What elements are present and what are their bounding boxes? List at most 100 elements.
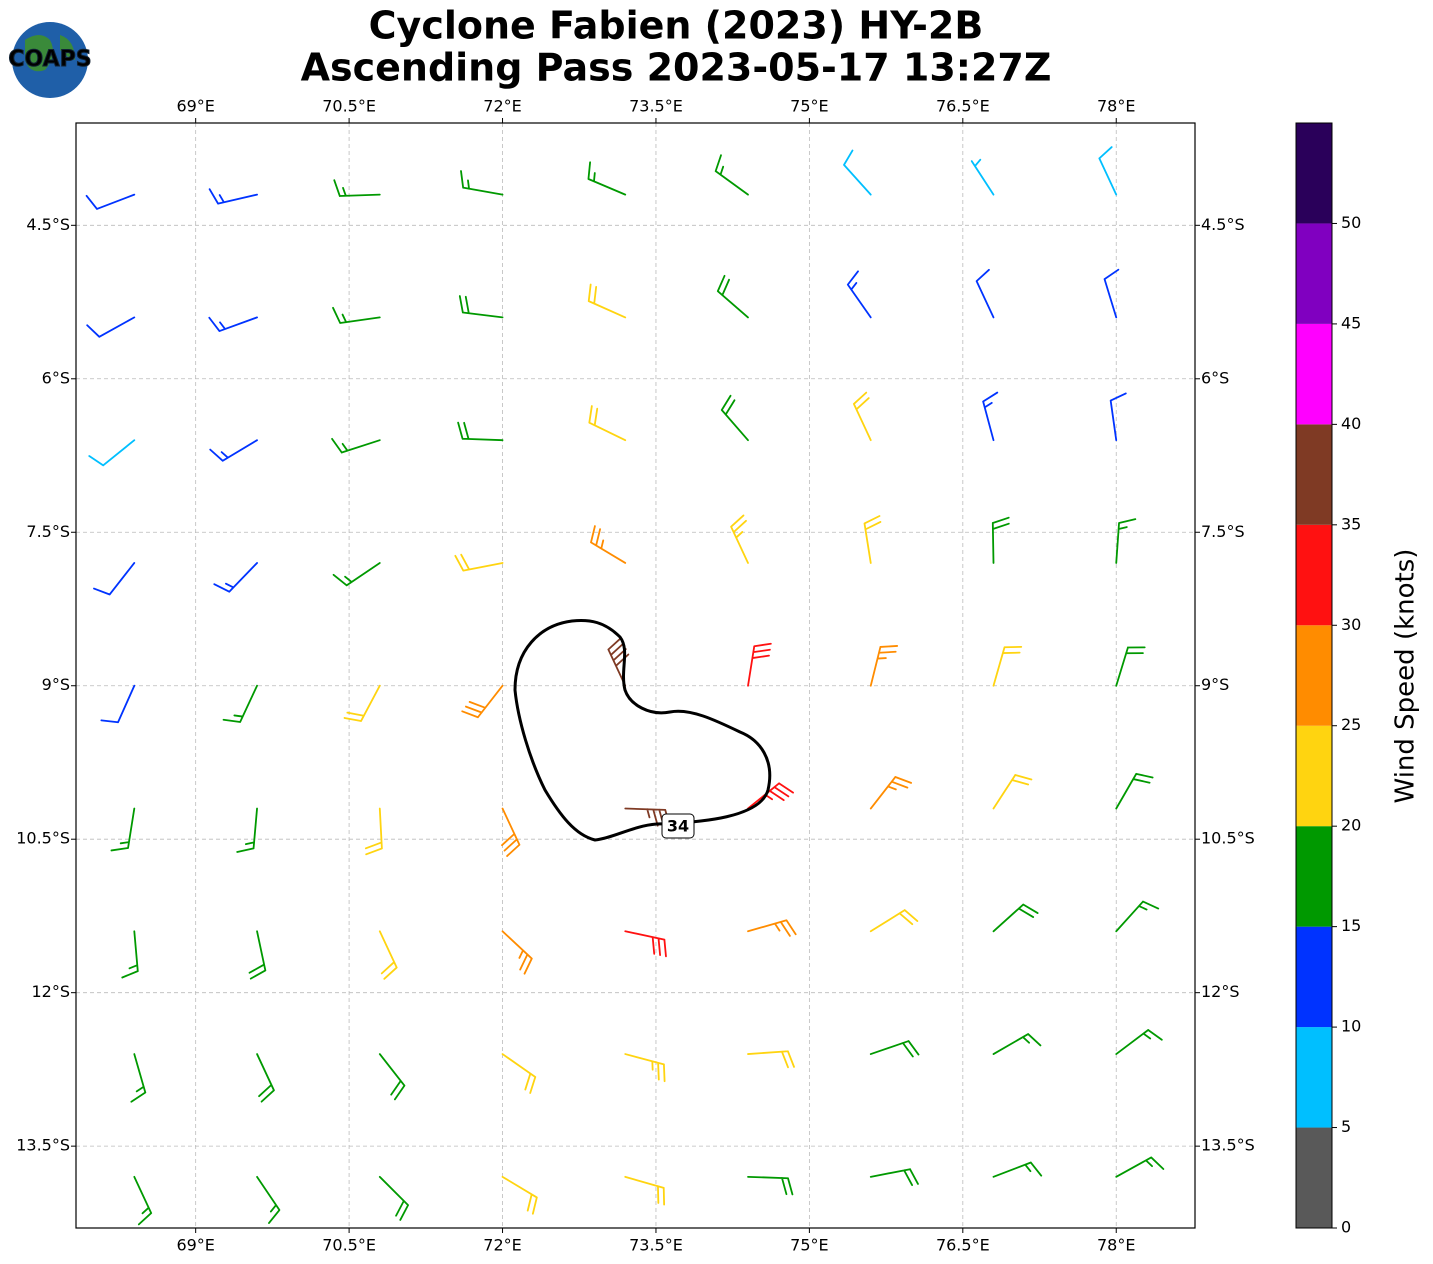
wind-barb bbox=[1115, 1029, 1163, 1055]
x-tick-label: 76.5°E bbox=[936, 97, 990, 116]
colorbar-bin bbox=[1296, 1127, 1332, 1228]
wind-barb bbox=[454, 553, 504, 572]
colorbar-label: Wind Speed (knots) bbox=[1391, 549, 1421, 804]
colorbar-bin bbox=[1296, 424, 1332, 525]
wind-barb bbox=[1098, 146, 1118, 196]
x-tick-label: 78°E bbox=[1097, 1236, 1135, 1255]
wind-barb bbox=[457, 421, 504, 442]
wind-barb bbox=[624, 1053, 666, 1083]
wind-barb bbox=[982, 391, 999, 442]
wind-barb bbox=[1115, 900, 1160, 933]
wind-barb bbox=[863, 515, 882, 564]
colorbar-bin bbox=[1296, 123, 1332, 224]
wind-barb bbox=[248, 930, 267, 980]
wind-barb bbox=[85, 193, 136, 210]
wind-barb bbox=[869, 1168, 919, 1187]
y-tick-label: 12°S bbox=[31, 982, 70, 1001]
wind-barb bbox=[970, 158, 995, 196]
y-tick-label: 12°S bbox=[1201, 982, 1240, 1001]
x-tick-label: 73.5°E bbox=[629, 97, 683, 116]
colorbar-tick-label: 45 bbox=[1341, 313, 1361, 332]
wind-barb bbox=[208, 316, 258, 332]
wind-barb bbox=[730, 514, 749, 564]
contour-label: 34 bbox=[667, 817, 689, 836]
colorbar-bin bbox=[1296, 1027, 1332, 1128]
wind-barb bbox=[869, 776, 912, 810]
colorbar-tick-label: 25 bbox=[1341, 715, 1361, 734]
wind-barb bbox=[333, 179, 381, 197]
y-tick-label: 6°S bbox=[1201, 368, 1229, 387]
wind-barb bbox=[458, 295, 504, 319]
wind-barb bbox=[256, 1053, 275, 1103]
colorbar-tick-label: 40 bbox=[1341, 414, 1361, 433]
chart-subtitle: Ascending Pass 2023-05-17 13:27Z bbox=[301, 46, 1052, 90]
plot-frame bbox=[75, 122, 1196, 1229]
x-tick-label: 78°E bbox=[1097, 97, 1135, 116]
wind-barb bbox=[720, 394, 749, 442]
wind-barb bbox=[256, 1175, 281, 1224]
wind-barb bbox=[121, 930, 139, 979]
x-tick-label: 73.5°E bbox=[629, 1236, 683, 1255]
wind-barb bbox=[869, 645, 899, 687]
wind-barb bbox=[343, 684, 381, 722]
wind-barb bbox=[587, 283, 627, 319]
wind-barb bbox=[110, 807, 136, 852]
wind-barb bbox=[716, 274, 749, 319]
y-tick-label: 10.5°S bbox=[1201, 829, 1255, 848]
wind-barb bbox=[93, 562, 136, 596]
wind-barb bbox=[133, 1175, 153, 1226]
x-tick-label: 75°E bbox=[790, 1236, 828, 1255]
wind-barb bbox=[208, 188, 258, 205]
wind-barb bbox=[992, 1161, 1043, 1178]
colorbar-bin bbox=[1296, 826, 1332, 927]
wind-barb bbox=[501, 1175, 538, 1215]
colorbar-frame bbox=[1295, 122, 1333, 1229]
wind-barb bbox=[747, 642, 772, 687]
wind-barb bbox=[1103, 268, 1120, 319]
x-tick-label: 75°E bbox=[790, 97, 828, 116]
colorbar-bin bbox=[1296, 725, 1332, 827]
wind-barb bbox=[86, 316, 136, 338]
y-tick-label: 4.5°S bbox=[1201, 215, 1245, 234]
colorbar-tick-label: 20 bbox=[1341, 816, 1361, 835]
x-tick-label: 70.5°E bbox=[322, 97, 376, 116]
wind-barb bbox=[222, 684, 258, 723]
x-tick-label: 72°E bbox=[483, 97, 521, 116]
wind-barb bbox=[460, 170, 504, 196]
colorbar-tick-label: 10 bbox=[1341, 1017, 1361, 1036]
wind-barb bbox=[992, 645, 1023, 687]
wind-barb bbox=[331, 437, 381, 454]
wind-barb bbox=[236, 807, 258, 853]
wind-barb bbox=[992, 774, 1033, 810]
wind-barb bbox=[992, 903, 1039, 933]
colorbar-bin bbox=[1296, 524, 1332, 626]
wind-barb bbox=[869, 1040, 920, 1058]
wind-barb bbox=[624, 930, 667, 958]
colorbar-bin bbox=[1296, 223, 1332, 324]
wind-barb bbox=[587, 161, 627, 196]
wind-barb bbox=[1115, 772, 1154, 810]
wind-barb bbox=[332, 306, 381, 324]
y-tick-label: 13.5°S bbox=[1201, 1136, 1255, 1155]
wind-barb bbox=[747, 1175, 794, 1196]
wind-barb bbox=[1115, 1156, 1165, 1178]
y-tick-label: 6°S bbox=[42, 368, 70, 387]
isotach-contour bbox=[513, 618, 772, 842]
y-tick-label: 7.5°S bbox=[26, 522, 70, 541]
logo-text: COAPS bbox=[8, 47, 91, 72]
wind-barb bbox=[378, 1175, 409, 1221]
y-tick-label: 4.5°S bbox=[26, 215, 70, 234]
chart-title: Cyclone Fabien (2023) HY-2B bbox=[369, 4, 984, 48]
colorbar-tick-label: 5 bbox=[1341, 1117, 1351, 1136]
logo: COAPS bbox=[8, 22, 92, 98]
contour-label-box bbox=[661, 813, 695, 839]
x-tick-label: 69°E bbox=[176, 1236, 214, 1255]
wind-barb bbox=[130, 1053, 147, 1103]
colorbar-bin bbox=[1296, 926, 1332, 1028]
wind-barb bbox=[364, 807, 383, 856]
wind-barb bbox=[852, 391, 872, 442]
wind-barb bbox=[209, 439, 258, 462]
wind-barb bbox=[975, 268, 995, 319]
barbs bbox=[85, 146, 1165, 1226]
